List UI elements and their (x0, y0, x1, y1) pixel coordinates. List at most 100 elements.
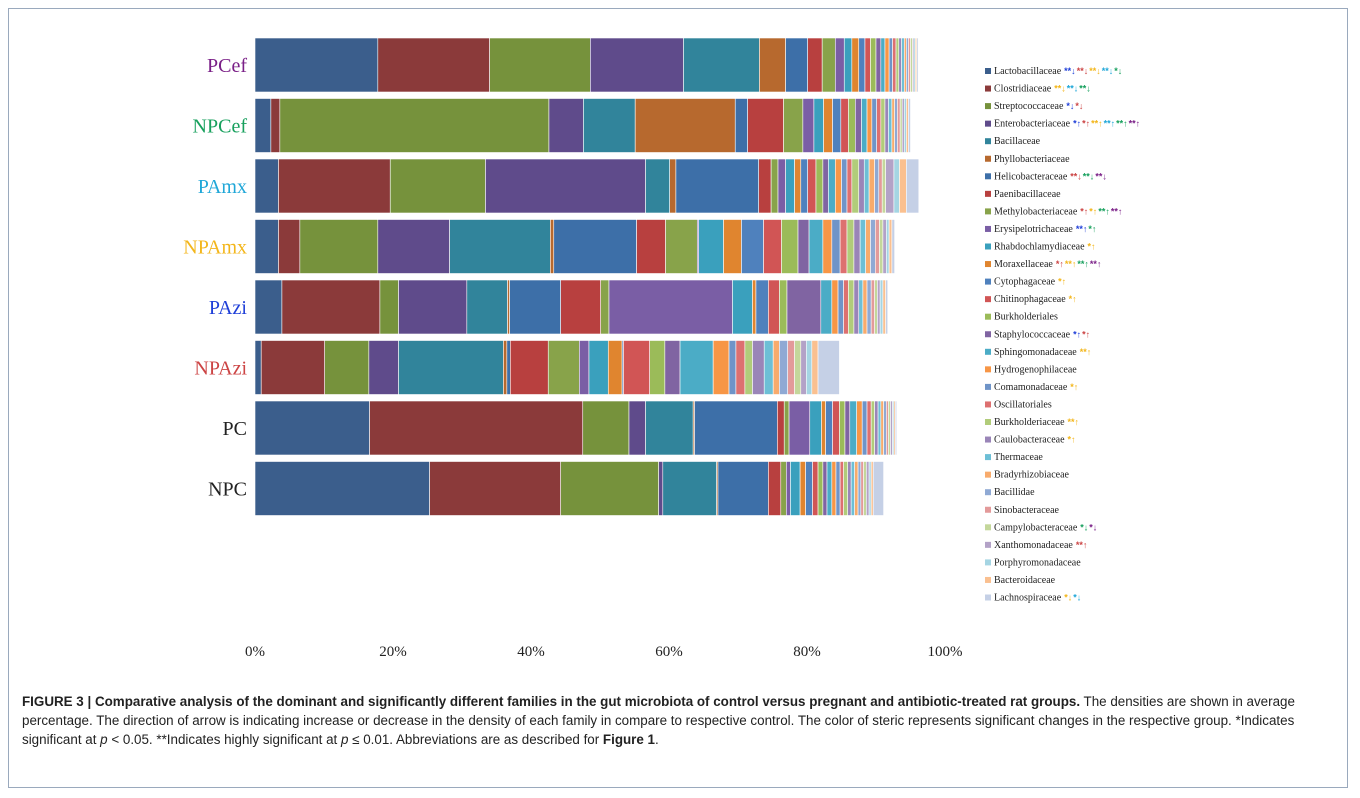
bar-segment (817, 461, 824, 516)
bar-segment (821, 37, 836, 93)
bar-segment (744, 340, 753, 395)
legend-swatch (985, 576, 991, 583)
bar-segment (785, 37, 808, 93)
bar-segment (583, 98, 636, 153)
bar-row-PAzi (254, 279, 889, 335)
bar-segment (878, 158, 883, 214)
group-label: PAzi (209, 297, 248, 319)
bar-segment (870, 37, 877, 93)
bar-segment (812, 461, 819, 516)
legend-swatch (985, 331, 991, 338)
bar-segment (503, 340, 508, 395)
legend-swatch (985, 155, 991, 162)
bar-segment (398, 340, 504, 395)
bar-segment (847, 461, 852, 516)
bar-segment (885, 279, 889, 335)
bar-segment (860, 461, 864, 516)
significance-mark: **↓ (1064, 66, 1076, 76)
bar-segment (893, 158, 900, 214)
bar-segment (843, 461, 849, 516)
bar-segment (880, 98, 886, 153)
bar-segment (864, 37, 871, 93)
legend-item: Staphylococcaceae *↑ *↑ (985, 329, 1090, 340)
figure-caption: FIGURE 3 | Comparative analysis of the d… (22, 692, 1337, 749)
significance-mark: **↑ (1065, 259, 1077, 269)
bar-segment (850, 461, 855, 516)
bar-segment (662, 461, 717, 516)
bar-segment (851, 158, 860, 214)
bar-segment (324, 340, 370, 395)
significance-mark: *↓ (1064, 593, 1072, 603)
bar-segment (777, 400, 785, 456)
bar-segment (679, 340, 714, 395)
significance-mark: **↑ (1090, 259, 1102, 269)
bar-segment (872, 461, 884, 516)
bar-segment (752, 340, 765, 395)
bar-segment (800, 340, 807, 395)
bar-segment (398, 279, 468, 335)
bar-segment (550, 219, 555, 274)
bar-segment (844, 400, 851, 456)
legend-label: Cytophagaceae (994, 277, 1056, 288)
significance-mark: *↑ (1058, 277, 1066, 287)
legend-label: Bacillaceae (994, 136, 1041, 147)
bar-row-NPC (254, 461, 884, 516)
bar-row-PCef (254, 37, 919, 93)
significance-mark: **↑ (1098, 206, 1110, 216)
bar-segment (588, 340, 609, 395)
significance-mark: *↑ (1073, 119, 1081, 129)
legend-swatch (985, 436, 991, 443)
legend-swatch (985, 85, 991, 92)
significance-mark: *↑ (1069, 294, 1077, 304)
bar-segment (863, 461, 867, 516)
significance-mark: *↓ (1075, 101, 1083, 111)
bar-segment (866, 400, 872, 456)
bar-segment (628, 400, 646, 456)
significance-mark: *↑ (1068, 435, 1076, 445)
bar-segment (848, 98, 856, 153)
legend-label: Staphylococcaceae (994, 329, 1071, 340)
bar-segment (870, 461, 874, 516)
legend-label: Caulobacteraceae (994, 435, 1065, 446)
bar-segment (870, 219, 876, 274)
bar-segment (859, 219, 866, 274)
bar-segment (888, 98, 893, 153)
bar-segment (788, 400, 811, 456)
bar-segment (752, 279, 757, 335)
bar-segment (728, 340, 737, 395)
bar-segment (843, 37, 853, 93)
bar-segment (908, 37, 911, 93)
legend-swatch (985, 68, 991, 74)
significance-mark: **↑ (1076, 540, 1088, 550)
bar-segment (547, 340, 580, 395)
bar-segment (870, 400, 875, 456)
bar-segment (254, 37, 379, 93)
legend-swatch (985, 348, 991, 355)
caption-figure-ref: Figure 1 (602, 732, 656, 747)
legend-swatch (985, 225, 991, 232)
bar-segment (820, 279, 833, 335)
bar-segment (866, 279, 872, 335)
bar-segment (807, 37, 823, 93)
bar-segment (834, 158, 842, 214)
significance-mark: *↓ (1114, 66, 1122, 76)
bar-segment (786, 279, 822, 335)
bar-segment (683, 37, 760, 93)
bar-segment (489, 37, 591, 93)
legend-swatch (985, 138, 991, 145)
significance-mark: **↑ (1129, 119, 1141, 129)
bar-segment (892, 37, 897, 93)
legend-item: Helicobacteraceae **↓ **↓ **↓ (985, 171, 1107, 182)
bar-segment (560, 279, 601, 335)
legend-item: Thermaceae (985, 452, 1043, 463)
bar-segment (858, 158, 865, 214)
x-tick-label: 0% (245, 644, 265, 660)
group-label: NPC (208, 479, 247, 501)
legend-label: Clostridiaceae (994, 84, 1052, 95)
bar-segment (822, 158, 829, 214)
legend-item: Methylobacteriaceae *↑ *↑ **↑ **↑ (985, 206, 1122, 217)
figure-frame (8, 8, 1348, 788)
bar-segment (853, 219, 861, 274)
legend-label: Bradyrhizobiaceae (994, 470, 1070, 481)
bar-row-NPAzi (254, 340, 840, 395)
